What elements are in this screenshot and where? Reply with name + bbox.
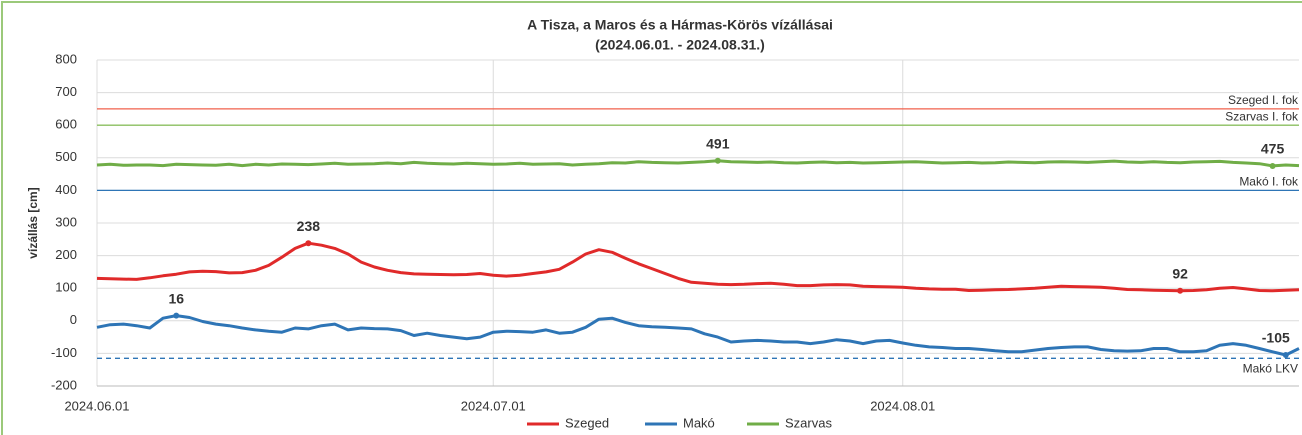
data-label: 92: [1172, 266, 1188, 282]
legend-label: Makó: [683, 415, 715, 430]
reference-label: Makó I. fok: [1239, 175, 1299, 189]
data-point: [173, 312, 180, 319]
data-point: [1269, 162, 1276, 169]
y-tick-label: 700: [55, 84, 77, 99]
y-tick-label: 200: [55, 247, 77, 262]
series-line: [96, 159, 1300, 168]
y-tick-label: 500: [55, 149, 77, 164]
data-point: [1177, 287, 1184, 294]
data-label: 491: [706, 135, 730, 151]
legend-label: Szarvas: [785, 415, 832, 430]
reference-label: Szarvas I. fok: [1225, 109, 1299, 123]
y-tick-label: 300: [55, 214, 77, 229]
reference-label: Makó LKV: [1243, 361, 1298, 375]
chart-subtitle: (2024.06.01. - 2024.08.31.): [595, 37, 765, 53]
x-tick-label: 2024.08.01: [870, 398, 935, 413]
x-tick-label: 2024.07.01: [461, 398, 526, 413]
data-point: [714, 157, 721, 164]
y-tick-label: 600: [55, 117, 77, 132]
data-label: 16: [168, 290, 184, 306]
legend-label: Szeged: [565, 415, 609, 430]
y-tick-label: -100: [51, 345, 77, 360]
y-tick-label: 100: [55, 280, 77, 295]
chart-title: A Tisza, a Maros és a Hármas-Körös vízál…: [527, 17, 833, 33]
x-tick-label: 2024.06.01: [64, 398, 129, 413]
reference-label: Szeged I. fok: [1228, 93, 1299, 107]
data-point: [1282, 352, 1289, 359]
y-tick-label: 800: [55, 51, 77, 66]
data-point: [305, 240, 312, 247]
y-tick-label: 400: [55, 182, 77, 197]
data-label: 238: [297, 218, 321, 234]
data-label: 475: [1261, 141, 1285, 157]
y-tick-label: -200: [51, 377, 77, 392]
series-line: [96, 314, 1300, 357]
y-tick-label: 0: [70, 312, 77, 327]
data-label: -105: [1262, 330, 1290, 346]
y-axis-label: vízállás [cm]: [26, 187, 40, 258]
series-line: [96, 241, 1300, 293]
